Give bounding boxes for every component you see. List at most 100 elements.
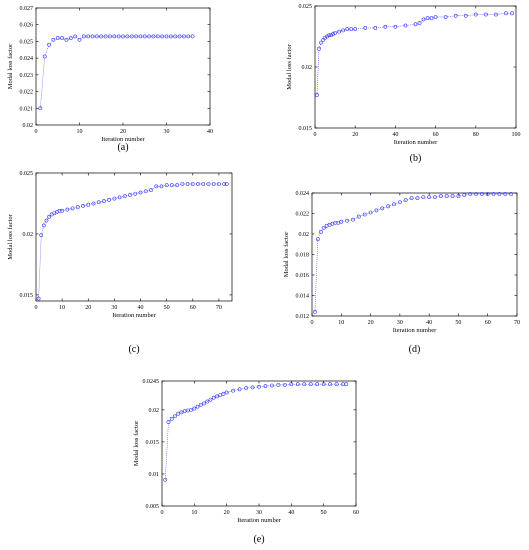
x-tick-label: 40 — [288, 510, 294, 516]
x-tick-label: 70 — [216, 305, 222, 311]
panel-caption-e: (e) — [253, 534, 264, 545]
data-point — [393, 24, 398, 29]
data-point — [368, 210, 373, 215]
data-point — [345, 27, 350, 32]
x-tick-label: 40 — [138, 305, 144, 311]
data-point — [47, 214, 51, 219]
y-tick-label: 0.025 — [20, 39, 34, 45]
chart-panel-b: 0 20 40 60 80 100 0.015 0.02 0.025 Iteration numb… — [286, 4, 521, 164]
data-point — [163, 477, 168, 482]
data-point — [331, 32, 335, 36]
data-point — [159, 184, 164, 189]
data-point — [427, 195, 432, 200]
data-point — [474, 192, 478, 196]
chart-panel-a: 0 10 20 30 40 0.02 0.021 0.022 0.023 0.024 0.025 0.… — [7, 6, 213, 153]
x-tick-label: 0 — [35, 129, 38, 135]
data-point — [363, 26, 368, 30]
data-point — [47, 42, 51, 47]
x-tick-label: 60 — [190, 305, 196, 311]
data-point — [102, 199, 106, 203]
data-point — [129, 34, 134, 39]
x-tick-label: 50 — [455, 320, 461, 326]
data-point — [417, 21, 422, 25]
data-point — [36, 296, 41, 301]
y-tick-label: 0.022 — [20, 90, 34, 96]
x-tick-label: 10 — [59, 305, 65, 311]
data-point — [205, 399, 210, 404]
data-point — [190, 182, 195, 186]
data-point — [95, 34, 99, 39]
chart-panel-d: 0 10 20 30 40 50 60 70 0.012 0.014 0.016 0.018 0.02 0… — [283, 191, 520, 355]
data-point — [503, 192, 508, 196]
data-point — [270, 383, 274, 388]
data-point — [289, 382, 294, 387]
data-point — [211, 395, 216, 400]
data-point — [463, 13, 468, 18]
data-point — [321, 382, 326, 387]
y-axis-label: Modal loss factor — [133, 420, 140, 466]
x-axis-label: Iteration number — [394, 139, 438, 146]
y-tick-label: 0.02 — [299, 232, 310, 238]
data-point — [383, 24, 388, 29]
data-point — [39, 233, 44, 238]
data-point — [201, 182, 206, 186]
data-point — [509, 192, 514, 196]
data-point — [86, 202, 91, 207]
data-point — [221, 391, 226, 396]
y-axis-label: Modal loss factor — [7, 43, 14, 89]
y-tick-label: 0.015 — [146, 440, 160, 446]
x-tick-label: 10 — [77, 129, 83, 135]
data-point — [479, 192, 484, 196]
x-tick-label: 80 — [473, 132, 479, 138]
x-tick-label: 20 — [120, 129, 126, 135]
data-point — [308, 382, 313, 387]
data-point — [456, 194, 461, 198]
data-point — [64, 37, 69, 42]
data-point — [186, 34, 191, 39]
data-point — [483, 12, 488, 17]
data-point — [231, 388, 236, 393]
x-tick-label: 40 — [392, 132, 398, 138]
data-point — [133, 191, 138, 196]
series-line — [164, 383, 347, 480]
data-point — [327, 33, 331, 38]
data-point — [143, 189, 148, 194]
data-point — [218, 393, 223, 398]
plot-area-frame — [161, 380, 357, 507]
data-point — [263, 384, 268, 389]
x-axis-label: Iteration number — [237, 517, 281, 524]
data-point — [181, 34, 186, 39]
y-tick-label: 0.014 — [296, 294, 310, 300]
data-point — [190, 34, 195, 39]
data-point — [493, 12, 498, 17]
data-point — [504, 11, 508, 16]
data-point — [315, 382, 320, 387]
data-point — [149, 188, 153, 192]
y-tick-label: 0.025 — [20, 171, 34, 177]
x-tick-label: 60 — [353, 510, 359, 516]
plot-area-frame — [311, 192, 518, 317]
y-tick-label: 0.015 — [20, 293, 34, 299]
data-point — [257, 384, 261, 389]
data-point — [90, 34, 95, 39]
y-tick-label: 0.02 — [23, 232, 34, 238]
x-tick-label: 0 — [161, 510, 164, 516]
data-point — [421, 17, 426, 22]
y-tick-label: 0.01 — [149, 472, 160, 478]
data-point — [151, 34, 156, 39]
data-point — [60, 36, 65, 40]
data-point — [413, 22, 418, 27]
data-point — [497, 192, 502, 196]
x-tick-label: 40 — [426, 320, 432, 326]
data-point — [77, 37, 82, 42]
series-line — [314, 193, 512, 312]
data-point — [164, 183, 169, 188]
data-point — [341, 28, 346, 33]
data-point — [173, 34, 178, 39]
data-point — [215, 394, 219, 399]
data-point — [337, 29, 342, 34]
data-point — [198, 402, 203, 407]
x-tick-label: 100 — [512, 132, 521, 138]
data-point — [443, 15, 448, 19]
data-point — [222, 182, 227, 186]
